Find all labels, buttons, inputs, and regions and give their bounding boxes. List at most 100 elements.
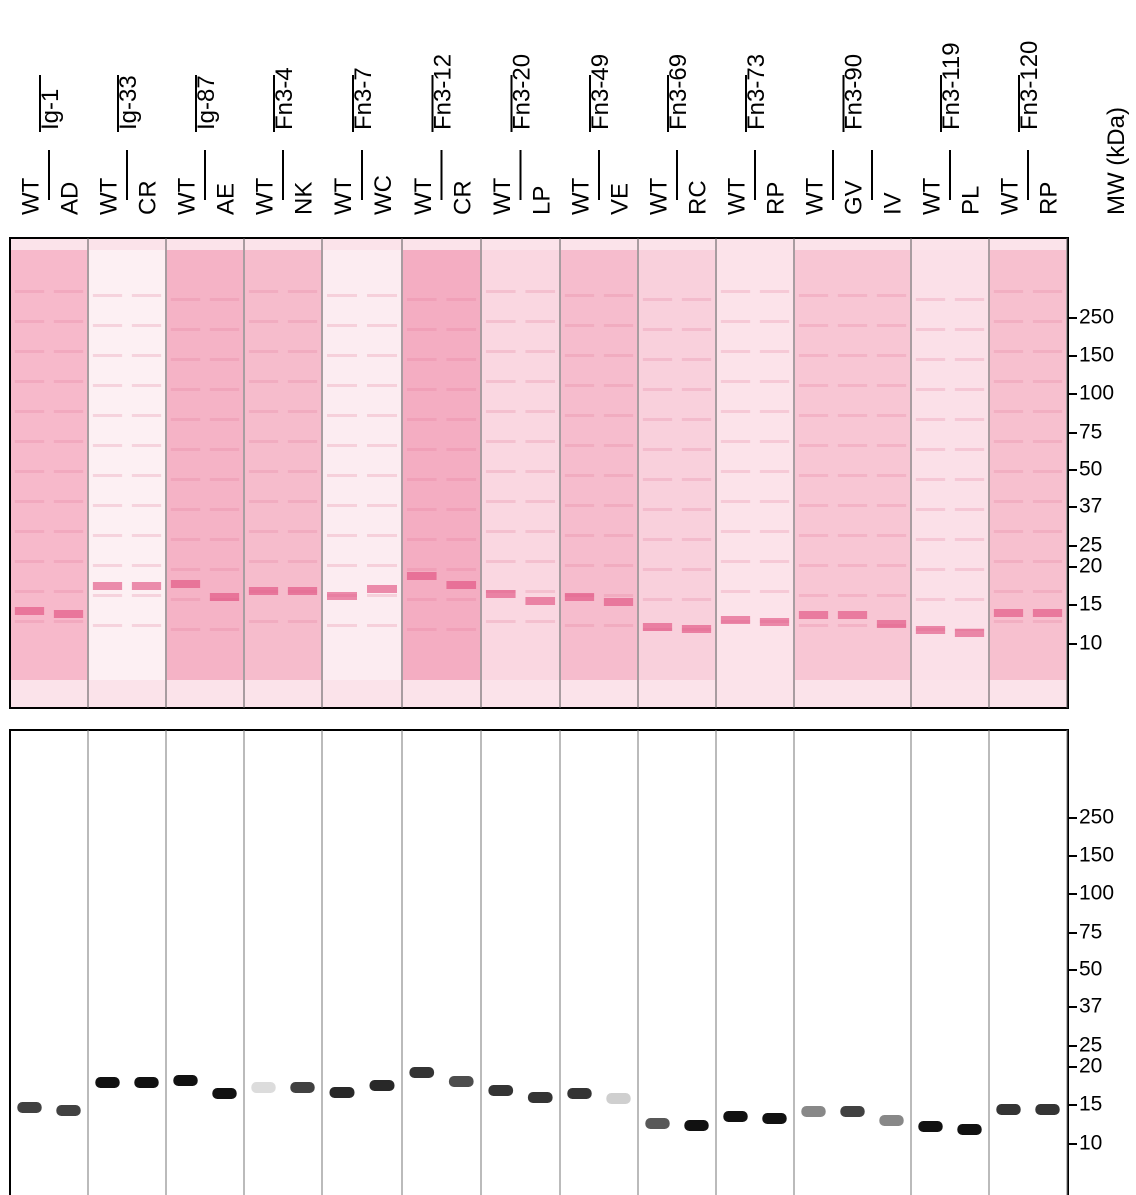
lane-label: VE	[607, 183, 634, 215]
ponceau-band	[876, 534, 907, 537]
ponceau-band	[915, 508, 946, 511]
ponceau-band	[406, 568, 437, 571]
ponceau-band	[837, 594, 868, 597]
ponceau-band	[759, 470, 790, 473]
ponceau-band	[720, 320, 751, 323]
ponceau-band	[287, 410, 318, 413]
ponceau-band	[131, 624, 162, 627]
ponceau-band	[915, 568, 946, 571]
ponceau-band	[406, 508, 437, 511]
ponceau-band	[14, 620, 45, 623]
mw-marker: 150	[1079, 344, 1114, 367]
ponceau-band	[954, 629, 985, 637]
ponceau-band	[915, 538, 946, 541]
ponceau-band	[367, 354, 397, 357]
western-band	[488, 1085, 514, 1096]
western-band	[56, 1105, 81, 1116]
ponceau-band	[525, 500, 556, 503]
ponceau-band	[170, 388, 201, 391]
lane-label: WT	[802, 177, 829, 215]
ponceau-band	[525, 320, 556, 323]
mw-marker: 10	[1079, 632, 1102, 655]
ponceau-band	[1032, 350, 1063, 353]
ponceau-band	[248, 410, 279, 413]
ponceau-band	[53, 320, 84, 323]
ponceau-band	[915, 448, 946, 451]
ponceau-band	[603, 598, 634, 606]
ponceau-band	[209, 298, 240, 301]
ponceau-band	[954, 298, 985, 301]
lane-label: PL	[958, 186, 985, 215]
ponceau-band	[446, 358, 477, 361]
ponceau-band	[92, 354, 123, 357]
ponceau-band	[131, 444, 162, 447]
ponceau-band	[681, 448, 712, 451]
mw-label: MW (kDa)	[1103, 107, 1130, 215]
ponceau-band	[446, 581, 477, 589]
ponceau-band	[876, 620, 907, 628]
lane-label: IV	[880, 192, 907, 215]
ponceau-band	[1032, 500, 1063, 503]
western-band	[918, 1121, 943, 1132]
ponceau-band	[53, 610, 84, 618]
ponceau-band	[837, 624, 868, 627]
ponceau-band	[642, 298, 673, 301]
ponceau-band	[287, 560, 318, 563]
ponceau-band	[954, 598, 985, 601]
ponceau-band	[603, 474, 634, 477]
ponceau-band	[798, 534, 829, 537]
ponceau-band	[248, 500, 279, 503]
ponceau-band	[915, 388, 946, 391]
ponceau-band	[209, 478, 240, 481]
ponceau-band	[92, 624, 123, 627]
ponceau-band	[92, 444, 123, 447]
ponceau-band	[759, 350, 790, 353]
lane-label: WT	[252, 177, 279, 215]
ponceau-band	[915, 478, 946, 481]
western-panel	[9, 729, 1069, 1195]
ponceau-band	[53, 500, 84, 503]
ponceau-band	[681, 625, 712, 633]
lane-label: RP	[763, 182, 790, 215]
ponceau-lane	[167, 250, 243, 680]
ponceau-band	[681, 598, 712, 601]
ponceau-band	[993, 350, 1024, 353]
ponceau-band	[993, 609, 1024, 617]
ponceau-band	[14, 320, 45, 323]
ponceau-band	[603, 324, 634, 327]
ponceau-band	[876, 354, 907, 357]
lane-label: WT	[919, 177, 946, 215]
ponceau-band	[406, 358, 437, 361]
ponceau-band	[170, 478, 201, 481]
ponceau-band	[485, 440, 516, 443]
ponceau-band	[603, 354, 634, 357]
ponceau-band	[406, 598, 437, 601]
ponceau-band	[446, 418, 477, 421]
ponceau-band	[131, 474, 162, 477]
ponceau-band	[14, 470, 45, 473]
ponceau-band	[954, 568, 985, 571]
ponceau-band	[954, 418, 985, 421]
ponceau-band	[720, 440, 751, 443]
ponceau-band	[837, 324, 868, 327]
ponceau-band	[759, 410, 790, 413]
lane-label: RP	[1036, 182, 1063, 215]
ponceau-band	[248, 560, 279, 563]
ponceau-band	[446, 508, 477, 511]
ponceau-band	[131, 594, 162, 597]
ponceau-band	[954, 508, 985, 511]
ponceau-band	[287, 470, 318, 473]
ponceau-band	[603, 384, 634, 387]
ponceau-band	[327, 564, 357, 567]
ponceau-band	[446, 328, 477, 331]
ponceau-band	[170, 448, 201, 451]
ponceau-band	[92, 582, 123, 590]
ponceau-band	[406, 628, 437, 631]
lane-label: WT	[174, 177, 201, 215]
lane-label: RC	[685, 180, 712, 215]
ponceau-band	[564, 354, 595, 357]
mw-marker: 250	[1079, 306, 1114, 329]
ponceau-band	[1032, 470, 1063, 473]
mw-marker: 75	[1079, 921, 1102, 944]
ponceau-band	[131, 384, 162, 387]
